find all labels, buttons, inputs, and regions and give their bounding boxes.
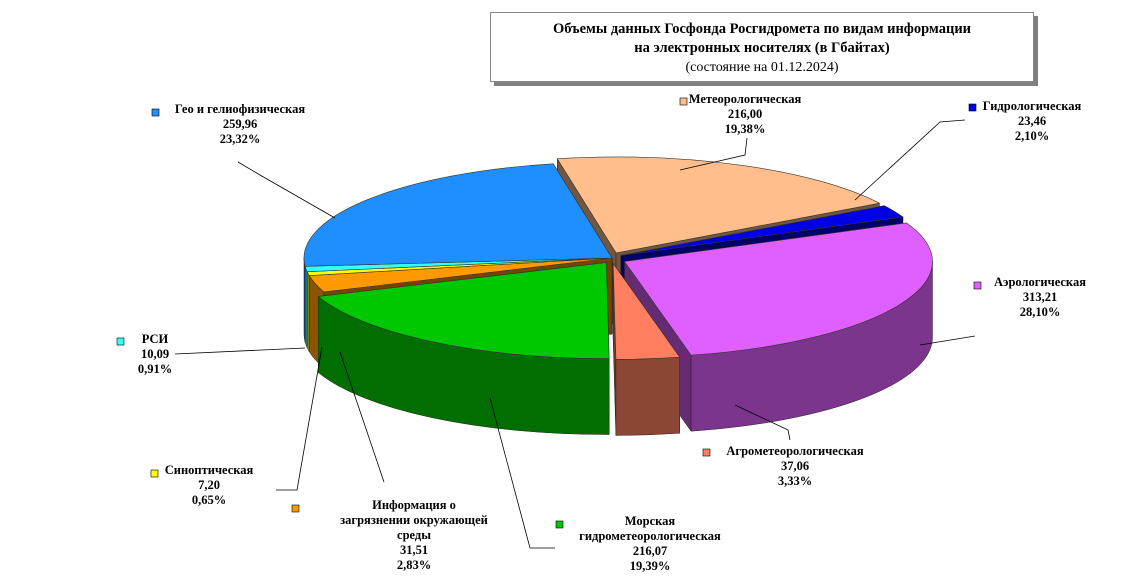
chart-title-line-2: на электронных носителях (в Гбайтах) — [634, 40, 890, 56]
pie-slice — [612, 262, 681, 360]
slice-outer-wall — [306, 271, 310, 353]
leader-line — [854, 119, 966, 201]
slice-label-name: Синоптическая — [165, 463, 254, 477]
slice-label-name: Гидрологическая — [983, 99, 1082, 113]
slice-label-value: 10,09 — [141, 347, 169, 361]
chart-title-line-1: Объемы данных Госфонда Росгидромета по в… — [552, 21, 972, 37]
leader-line — [489, 397, 555, 549]
slice-label-value: 7,20 — [198, 478, 220, 492]
slice-label-name: гидрометеорологическая — [579, 529, 721, 543]
pie-slice — [620, 205, 904, 256]
slice-label-percent: 28,10% — [1020, 305, 1061, 319]
slice-label-percent: 23,32% — [220, 132, 261, 146]
slice-label-name: Морская — [625, 514, 676, 528]
leader-lines — [174, 119, 976, 549]
leader-line — [276, 346, 323, 491]
slice-label-percent: 3,33% — [778, 474, 812, 488]
legend-swatch — [151, 108, 160, 117]
slice-label-name: Метеорологическая — [689, 92, 802, 106]
leader-line — [339, 351, 385, 483]
slice-label-name: РСИ — [142, 332, 169, 346]
slice-label-name: Информация о — [372, 498, 456, 512]
slice-label-percent: 0,91% — [138, 362, 172, 376]
pie-slice — [556, 156, 881, 254]
slice-label-value: 23,46 — [1018, 114, 1046, 128]
slice-label-percent: 2,10% — [1015, 129, 1049, 143]
slice-label-value: 216,00 — [728, 107, 762, 121]
legend-swatch — [291, 504, 300, 513]
legend-swatch — [116, 337, 125, 346]
pie-slice — [317, 262, 610, 359]
legend-swatch — [679, 97, 688, 106]
slice-label-name: Аэрологическая — [994, 275, 1086, 289]
slice-label-value: 31,51 — [400, 543, 428, 557]
slice-outer-wall — [615, 356, 680, 436]
leader-line — [734, 404, 791, 441]
slice-label-name: среды — [397, 528, 431, 542]
slice-label-percent: 19,39% — [630, 559, 671, 573]
slice-label-value: 216,07 — [633, 544, 667, 558]
legend-swatch — [555, 520, 564, 529]
slice-label-name: загрязнении окружающей — [340, 513, 488, 527]
pie-slice — [303, 163, 613, 267]
slice-label-name: Агрометеорологическая — [726, 444, 863, 458]
leader-line — [919, 335, 976, 346]
legend-swatch — [702, 448, 711, 457]
slice-outer-wall — [304, 266, 308, 348]
leader-line — [237, 161, 336, 219]
leader-line — [174, 347, 306, 355]
slice-label-percent: 2,83% — [397, 558, 431, 572]
legend-swatch — [973, 281, 982, 290]
pie-slice — [623, 222, 933, 356]
leader-line — [679, 137, 748, 171]
slice-label-name: Гео и гелиофизическая — [175, 102, 305, 116]
legend-swatch — [968, 103, 977, 112]
slice-label-percent: 19,38% — [725, 122, 766, 136]
pie-tops — [303, 156, 933, 360]
slice-label-value: 37,06 — [781, 459, 809, 473]
chart-title-box: Объемы данных Госфонда Росгидромета по в… — [490, 12, 1034, 82]
legend-swatch — [150, 469, 159, 478]
slice-label-value: 313,21 — [1023, 290, 1057, 304]
slice-label-percent: 0,65% — [192, 493, 226, 507]
slice-label-value: 259,96 — [223, 117, 257, 131]
chart-subtitle: (состояние на 01.12.2024) — [685, 60, 839, 75]
